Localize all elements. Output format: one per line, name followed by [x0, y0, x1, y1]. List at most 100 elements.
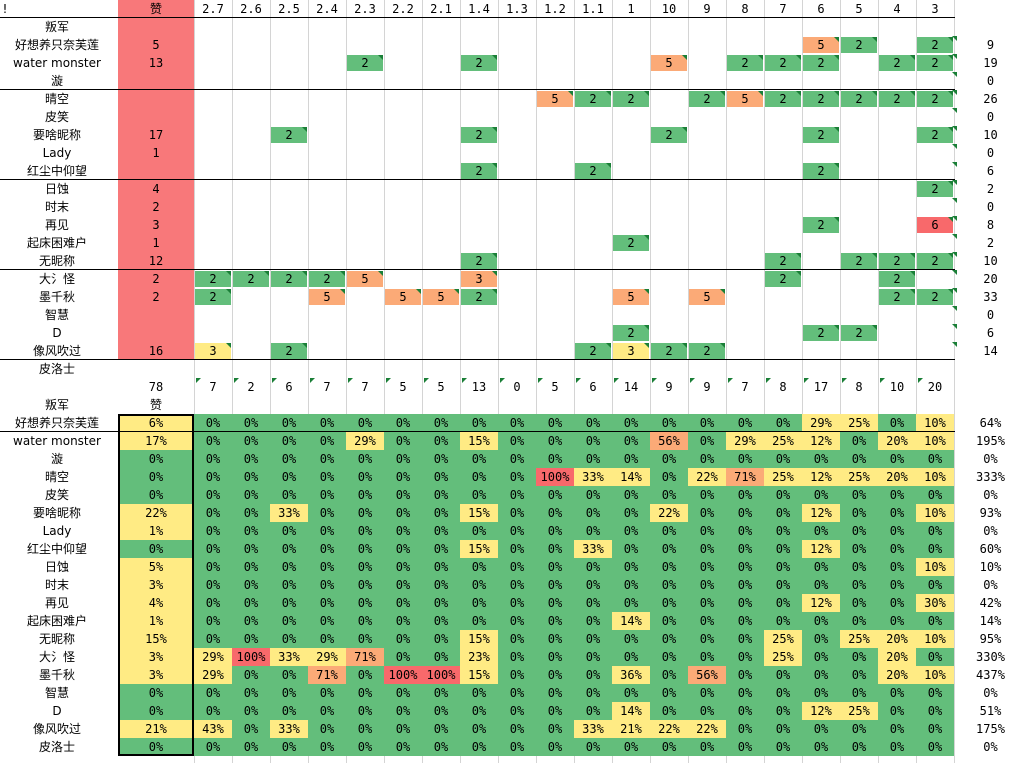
percent-cell[interactable]: 0%	[764, 414, 802, 432]
percent-cell[interactable]: 0%	[726, 594, 764, 612]
grid-cell[interactable]: 2	[841, 37, 877, 53]
percent-cell[interactable]: 0%	[308, 486, 346, 504]
zan-percent[interactable]: 4%	[118, 594, 194, 612]
percent-cell[interactable]: 0%	[536, 612, 574, 630]
column-header[interactable]: 1.3	[506, 2, 528, 16]
percent-cell[interactable]: 0%	[194, 432, 232, 450]
column-total[interactable]: 6	[285, 380, 293, 394]
percent-cell[interactable]: 20%	[878, 432, 916, 450]
percent-cell[interactable]: 0%	[840, 612, 878, 630]
row-total-percent[interactable]: 95%	[979, 632, 1002, 646]
percent-cell[interactable]: 0%	[194, 702, 232, 720]
percent-cell[interactable]: 0%	[460, 612, 498, 630]
percent-cell[interactable]: 0%	[612, 450, 650, 468]
percent-cell[interactable]: 0%	[232, 486, 270, 504]
grid-cell[interactable]: 2	[879, 55, 915, 71]
percent-cell[interactable]: 0%	[270, 522, 308, 540]
zan-value[interactable]: 12	[148, 254, 164, 268]
grid-cell[interactable]: 2	[917, 91, 953, 107]
percent-cell[interactable]: 0%	[384, 504, 422, 522]
percent-cell[interactable]: 0%	[688, 738, 726, 756]
percent-cell[interactable]: 56%	[688, 666, 726, 684]
percent-cell[interactable]: 0%	[726, 666, 764, 684]
percent-cell[interactable]: 25%	[840, 468, 878, 486]
percent-cell[interactable]: 0%	[498, 702, 536, 720]
grid-cell[interactable]: 5	[803, 37, 839, 53]
row-name[interactable]: 晴空	[44, 92, 69, 106]
percent-cell[interactable]: 0%	[726, 558, 764, 576]
percent-cell[interactable]: 0%	[422, 612, 460, 630]
zan-percent[interactable]: 0%	[118, 450, 194, 468]
zan-percent[interactable]: 0%	[118, 738, 194, 756]
percent-cell[interactable]: 0%	[422, 522, 460, 540]
percent-cell[interactable]: 0%	[688, 702, 726, 720]
percent-cell[interactable]: 0%	[346, 468, 384, 486]
zan-percent[interactable]: 17%	[118, 432, 194, 450]
percent-cell[interactable]: 0%	[688, 540, 726, 558]
percent-cell[interactable]: 0%	[878, 594, 916, 612]
percent-cell[interactable]: 0%	[232, 594, 270, 612]
grid-cell[interactable]: 2	[803, 163, 839, 179]
grid-cell[interactable]: 2	[309, 271, 345, 287]
percent-cell[interactable]: 0%	[840, 648, 878, 666]
percent-cell[interactable]: 100%	[422, 666, 460, 684]
grid-cell[interactable]: 2	[841, 325, 877, 341]
percent-cell[interactable]: 0%	[536, 540, 574, 558]
percent-cell[interactable]: 29%	[802, 414, 840, 432]
column-header[interactable]: 2.1	[430, 2, 452, 16]
percent-cell[interactable]: 15%	[460, 630, 498, 648]
percent-cell[interactable]: 0%	[422, 684, 460, 702]
percent-cell[interactable]: 0%	[764, 540, 802, 558]
percent-cell[interactable]: 0%	[688, 630, 726, 648]
column-total[interactable]: 7	[361, 380, 369, 394]
grid-cell[interactable]: 5	[727, 91, 763, 107]
percent-cell[interactable]: 0%	[840, 594, 878, 612]
row-total[interactable]: 6	[986, 326, 995, 340]
percent-cell[interactable]: 0%	[612, 432, 650, 450]
row-total[interactable]: 19	[983, 56, 998, 70]
row-name[interactable]: 墨千秋	[38, 290, 75, 304]
percent-cell[interactable]: 0%	[840, 432, 878, 450]
percent-cell[interactable]: 0%	[346, 720, 384, 738]
percent-cell[interactable]: 0%	[650, 738, 688, 756]
percent-cell[interactable]: 0%	[384, 432, 422, 450]
row-name[interactable]: 起床困难户	[26, 614, 87, 628]
percent-cell[interactable]: 0%	[916, 648, 954, 666]
row-name[interactable]: 红尘中仰望	[26, 164, 87, 178]
column-total[interactable]: 7	[323, 380, 331, 394]
percent-cell[interactable]: 0%	[726, 720, 764, 738]
row-total[interactable]: 2	[986, 182, 995, 196]
percent-cell[interactable]: 0%	[498, 576, 536, 594]
percent-cell[interactable]: 0%	[536, 576, 574, 594]
percent-cell[interactable]: 0%	[232, 702, 270, 720]
percent-cell[interactable]: 0%	[194, 576, 232, 594]
percent-cell[interactable]: 0%	[346, 666, 384, 684]
row-total[interactable]: 9	[986, 38, 995, 52]
row-total-percent[interactable]: 51%	[979, 704, 1002, 718]
column-total[interactable]: 9	[665, 380, 673, 394]
zan-value[interactable]	[118, 108, 194, 126]
grid-cell[interactable]: 2	[575, 163, 611, 179]
percent-cell[interactable]: 0%	[346, 594, 384, 612]
percent-cell[interactable]: 0%	[574, 702, 612, 720]
row-total[interactable]: 14	[983, 344, 998, 358]
percent-cell[interactable]: 0%	[536, 648, 574, 666]
row-name[interactable]: 皮洛士	[38, 362, 75, 376]
percent-cell[interactable]: 0%	[498, 666, 536, 684]
percent-cell[interactable]: 0%	[574, 594, 612, 612]
column-header[interactable]: 2.7	[202, 2, 224, 16]
column-header[interactable]: 10	[661, 2, 677, 16]
row-name[interactable]: 大氵怪	[38, 650, 75, 664]
grid-cell[interactable]: 2	[651, 343, 687, 359]
percent-cell[interactable]: 0%	[688, 558, 726, 576]
percent-cell[interactable]: 0%	[308, 702, 346, 720]
grid-cell[interactable]: 2	[803, 325, 839, 341]
percent-cell[interactable]: 0%	[840, 684, 878, 702]
percent-cell[interactable]: 0%	[612, 486, 650, 504]
row-name[interactable]: Lady	[42, 146, 72, 160]
column-total[interactable]: 2	[247, 380, 255, 394]
column-header[interactable]: 7	[779, 2, 787, 16]
percent-cell[interactable]: 0%	[346, 576, 384, 594]
percent-cell[interactable]: 0%	[498, 648, 536, 666]
percent-cell[interactable]: 0%	[612, 576, 650, 594]
